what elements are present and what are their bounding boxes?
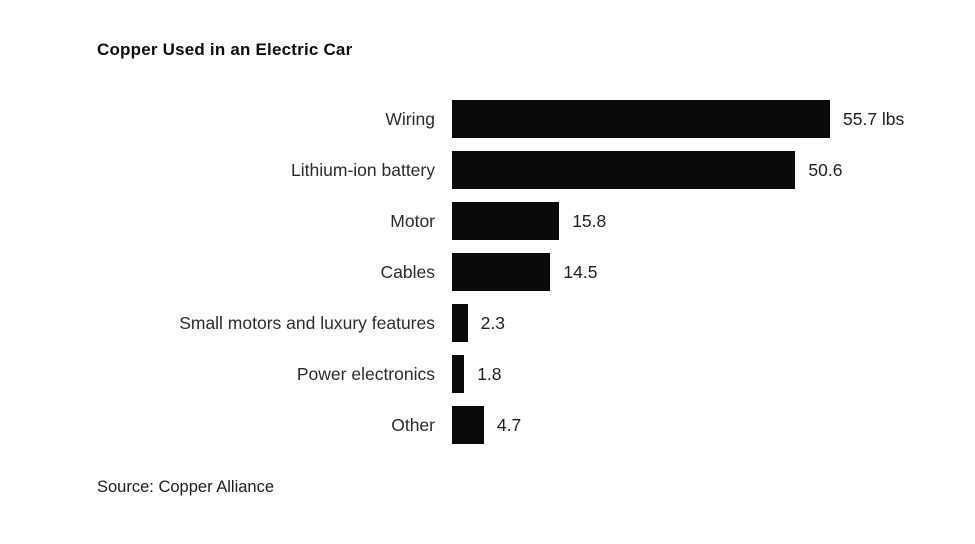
bar-row: Wiring 55.7 lbs [0, 100, 975, 138]
bar-track: 15.8 [452, 202, 606, 240]
bar-track: 55.7 lbs [452, 100, 904, 138]
bar-track: 1.8 [452, 355, 502, 393]
bar-track: 4.7 [452, 406, 521, 444]
value-label: 55.7 lbs [843, 108, 905, 129]
bar [452, 253, 551, 291]
bar-row: Other 4.7 [0, 406, 975, 444]
bar [452, 100, 830, 138]
category-label: Cables [380, 261, 435, 282]
category-label: Wiring [385, 108, 435, 129]
category-label: Small motors and luxury features [179, 312, 435, 333]
source-attribution: Source: Copper Alliance [97, 478, 275, 496]
value-label: 4.7 [496, 414, 522, 435]
value-label: 2.3 [480, 312, 505, 333]
value-label: 1.8 [477, 363, 502, 384]
bar-row: Lithium-ion battery 50.6 [0, 151, 975, 189]
bar-track: 50.6 [452, 151, 842, 189]
category-label: Other [391, 414, 435, 435]
bar-row: Cables 14.5 [0, 253, 975, 291]
bar-row: Motor 15.8 [0, 202, 975, 240]
value-label: 14.5 [563, 261, 598, 282]
category-label: Power electronics [296, 363, 435, 384]
bar [452, 202, 560, 240]
bar [452, 406, 484, 444]
bar-row: Power electronics 1.8 [0, 355, 975, 393]
bar-track: 14.5 [452, 253, 597, 291]
value-label: 50.6 [808, 159, 843, 180]
bar [452, 151, 796, 189]
bar-row: Small motors and luxury features 2.3 [0, 304, 975, 342]
bar [452, 304, 468, 342]
bar-chart: Wiring 55.7 lbs Lithium-ion battery 50.6… [0, 100, 975, 444]
chart-title: Copper Used in an Electric Car [97, 40, 353, 59]
category-label: Motor [390, 210, 435, 231]
value-label: 15.8 [572, 210, 607, 231]
bar-track: 2.3 [452, 304, 505, 342]
category-label: Lithium-ion battery [291, 159, 435, 180]
bar [452, 355, 465, 393]
